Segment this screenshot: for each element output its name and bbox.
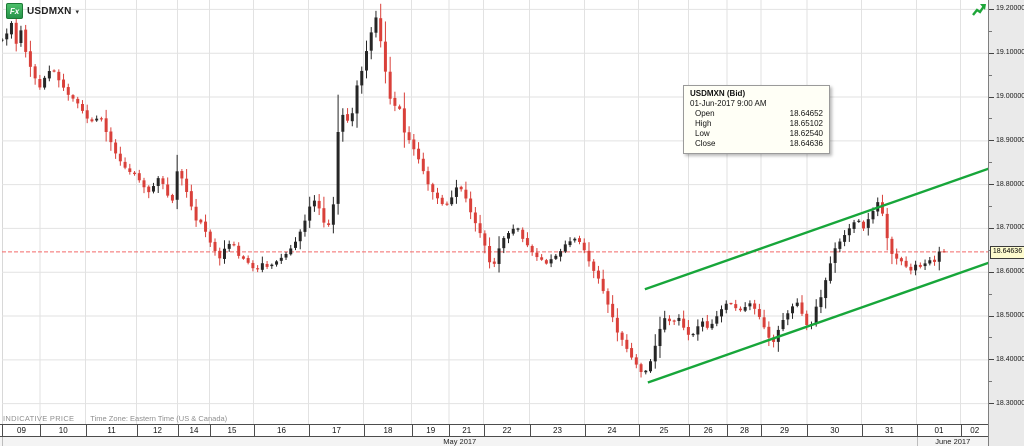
price-tick-minor xyxy=(989,337,992,339)
symbol-label: USDMXN xyxy=(27,5,72,17)
price-tick-major xyxy=(989,140,994,142)
ohlc-tooltip: USDMXN (Bid) 01-Jun-2017 9:00 AM Open 18.… xyxy=(683,85,830,154)
date-cell: 19 xyxy=(411,425,450,436)
price-tick-major xyxy=(989,271,994,273)
trend-zigzag-up-arrow-icon[interactable] xyxy=(972,3,987,18)
price-tick-minor xyxy=(989,30,992,32)
price-axis[interactable]: 18.64636 19.20000 19.10000 19.00000 18.9000… xyxy=(988,0,1024,446)
grid-layer xyxy=(2,0,988,424)
price-tick-major xyxy=(989,8,994,10)
tooltip-row-label: Close xyxy=(695,139,716,148)
tooltip-row-label: Low xyxy=(695,129,710,138)
price-tick-minor xyxy=(989,162,992,164)
month-label: May 2017 xyxy=(2,437,917,446)
date-cell: 28 xyxy=(727,425,761,436)
tooltip-title: USDMXN (Bid) xyxy=(690,89,746,98)
price-axis-label: 18.70000 xyxy=(996,224,1024,232)
price-tick-minor xyxy=(989,381,992,383)
price-tick-major xyxy=(989,184,994,186)
price-axis-label: 19.20000 xyxy=(996,5,1024,13)
date-cell: 26 xyxy=(688,425,728,436)
price-tick-major xyxy=(989,96,994,98)
tooltip-row-label: High xyxy=(695,119,712,128)
date-cell: 31 xyxy=(861,425,917,436)
symbol-selector[interactable]: Fx USDMXN ▾ xyxy=(6,3,79,19)
price-tick-minor xyxy=(989,293,992,295)
tooltip-row-low: Low 18.62540 xyxy=(690,129,823,139)
date-cell: 30 xyxy=(807,425,862,436)
price-chart-plot[interactable] xyxy=(2,0,988,424)
date-cell: 09 xyxy=(2,425,40,436)
date-cell: 24 xyxy=(584,425,639,436)
last-price-badge: 18.64636 xyxy=(990,245,1024,259)
date-cell: 01 xyxy=(916,425,961,436)
date-cell: 17 xyxy=(308,425,364,436)
tooltip-row-value: 18.64652 xyxy=(789,109,823,118)
month-label: June 2017 xyxy=(916,437,989,446)
price-axis-label: 18.30000 xyxy=(996,399,1024,407)
month-strip: May 2017 June 2017 xyxy=(0,437,988,446)
tooltip-row-open: Open 18.64652 xyxy=(690,109,823,119)
date-cell: 21 xyxy=(449,425,484,436)
fx-asset-class-icon: Fx xyxy=(6,3,23,19)
price-axis-label: 18.40000 xyxy=(996,355,1024,363)
price-axis-label: 18.80000 xyxy=(996,180,1024,188)
date-cell: 29 xyxy=(761,425,807,436)
date-cell: 16 xyxy=(253,425,309,436)
price-tick-minor xyxy=(989,206,992,208)
date-axis: 09 10 11 12 14 15 16 17 18 19 21 22 23 24 25 26 28 29 30 31… xyxy=(0,424,988,437)
tooltip-row-close: Close 18.64636 xyxy=(690,139,823,149)
price-tick-major xyxy=(989,403,994,405)
date-cell: 10 xyxy=(40,425,86,436)
date-cell: 23 xyxy=(529,425,585,436)
date-cell: 14 xyxy=(177,425,210,436)
trendline-channel-lower[interactable] xyxy=(647,261,988,384)
price-tick-minor xyxy=(989,74,992,76)
date-cell: 15 xyxy=(209,425,254,436)
date-cell: 11 xyxy=(85,425,137,436)
date-cell: 18 xyxy=(363,425,412,436)
price-tick-major xyxy=(989,52,994,54)
date-cell: 02 xyxy=(960,425,989,436)
indicative-price-note: INDICATIVE PRICE Time Zone: Eastern Time… xyxy=(3,414,227,423)
tooltip-row-high: High 18.65102 xyxy=(690,119,823,129)
price-axis-label: 18.60000 xyxy=(996,268,1024,276)
price-tick-major xyxy=(989,359,994,361)
date-cell: 12 xyxy=(136,425,178,436)
tooltip-row-value: 18.62540 xyxy=(789,129,823,138)
price-tick-major xyxy=(989,227,994,229)
timezone-label: Time Zone: Eastern Time (US & Canada) xyxy=(90,414,228,423)
date-cell: 22 xyxy=(483,425,530,436)
chevron-down-icon: ▾ xyxy=(75,8,80,16)
indicative-price-label: INDICATIVE PRICE xyxy=(3,414,75,423)
tooltip-row-value: 18.65102 xyxy=(789,119,823,128)
price-axis-label: 19.00000 xyxy=(996,93,1024,101)
tooltip-row-value: 18.64636 xyxy=(789,139,823,148)
price-axis-label: 18.50000 xyxy=(996,312,1024,320)
price-tick-major xyxy=(989,315,994,317)
price-tick-minor xyxy=(989,118,992,120)
tooltip-row-label: Open xyxy=(695,109,715,118)
date-cell: 25 xyxy=(638,425,689,436)
price-axis-label: 18.90000 xyxy=(996,136,1024,144)
trendline-channel-upper[interactable] xyxy=(644,167,988,291)
tooltip-timestamp: 01-Jun-2017 9:00 AM xyxy=(690,99,767,108)
candle-series[interactable] xyxy=(2,3,946,378)
price-axis-label: 19.10000 xyxy=(996,49,1024,57)
